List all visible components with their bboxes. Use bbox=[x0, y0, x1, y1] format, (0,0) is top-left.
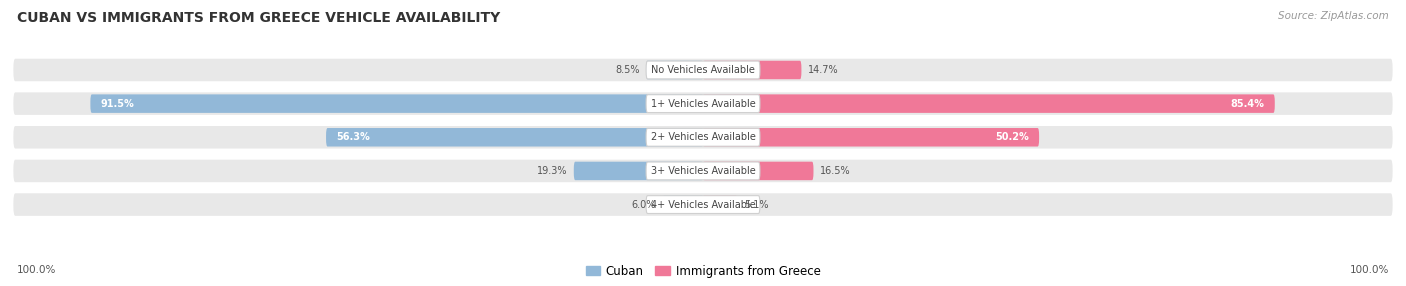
FancyBboxPatch shape bbox=[647, 61, 759, 79]
Text: No Vehicles Available: No Vehicles Available bbox=[651, 65, 755, 75]
Text: 100.0%: 100.0% bbox=[1350, 265, 1389, 275]
FancyBboxPatch shape bbox=[647, 162, 759, 180]
FancyBboxPatch shape bbox=[703, 195, 737, 214]
FancyBboxPatch shape bbox=[647, 128, 759, 146]
FancyBboxPatch shape bbox=[14, 92, 1392, 115]
Text: Source: ZipAtlas.com: Source: ZipAtlas.com bbox=[1278, 11, 1389, 21]
Legend: Cuban, Immigrants from Greece: Cuban, Immigrants from Greece bbox=[581, 260, 825, 282]
FancyBboxPatch shape bbox=[90, 94, 703, 113]
Text: 100.0%: 100.0% bbox=[17, 265, 56, 275]
Text: 8.5%: 8.5% bbox=[614, 65, 640, 75]
FancyBboxPatch shape bbox=[14, 160, 1392, 182]
FancyBboxPatch shape bbox=[326, 128, 703, 146]
FancyBboxPatch shape bbox=[662, 195, 703, 214]
Text: 2+ Vehicles Available: 2+ Vehicles Available bbox=[651, 132, 755, 142]
FancyBboxPatch shape bbox=[703, 128, 1039, 146]
Text: 3+ Vehicles Available: 3+ Vehicles Available bbox=[651, 166, 755, 176]
Text: 6.0%: 6.0% bbox=[631, 200, 657, 210]
FancyBboxPatch shape bbox=[703, 94, 1275, 113]
FancyBboxPatch shape bbox=[574, 162, 703, 180]
Text: 1+ Vehicles Available: 1+ Vehicles Available bbox=[651, 99, 755, 109]
Text: 14.7%: 14.7% bbox=[808, 65, 839, 75]
FancyBboxPatch shape bbox=[647, 95, 759, 113]
FancyBboxPatch shape bbox=[14, 193, 1392, 216]
Text: 50.2%: 50.2% bbox=[995, 132, 1029, 142]
FancyBboxPatch shape bbox=[647, 196, 759, 213]
FancyBboxPatch shape bbox=[14, 126, 1392, 148]
FancyBboxPatch shape bbox=[14, 59, 1392, 81]
Text: 91.5%: 91.5% bbox=[100, 99, 134, 109]
Text: CUBAN VS IMMIGRANTS FROM GREECE VEHICLE AVAILABILITY: CUBAN VS IMMIGRANTS FROM GREECE VEHICLE … bbox=[17, 11, 501, 25]
FancyBboxPatch shape bbox=[703, 162, 814, 180]
Text: 19.3%: 19.3% bbox=[537, 166, 567, 176]
Text: 85.4%: 85.4% bbox=[1230, 99, 1265, 109]
Text: 4+ Vehicles Available: 4+ Vehicles Available bbox=[651, 200, 755, 210]
Text: 56.3%: 56.3% bbox=[336, 132, 370, 142]
FancyBboxPatch shape bbox=[703, 61, 801, 79]
FancyBboxPatch shape bbox=[647, 61, 703, 79]
Text: 16.5%: 16.5% bbox=[820, 166, 851, 176]
Text: 5.1%: 5.1% bbox=[744, 200, 768, 210]
